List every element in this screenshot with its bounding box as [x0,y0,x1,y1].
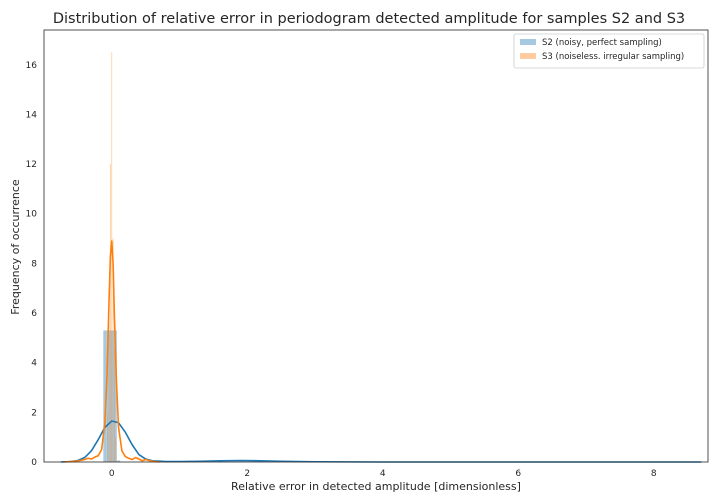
y-axis-label: Frequency of occurrence [9,179,22,315]
y-tick-label: 2 [31,408,37,418]
hist-bar-s3 [109,164,111,462]
legend-box [513,33,705,69]
hist-bar-s3 [107,412,109,462]
y-tick-label: 6 [31,309,37,319]
hist-bar-s3 [111,52,113,463]
y-tick-label: 12 [26,160,37,170]
hist-bar-s3 [114,350,115,462]
legend: S2 (noisy, perfect sampling) S3 (noiseles… [513,33,705,69]
hist-bar-s3 [108,313,110,462]
x-tick-label: 0 [109,469,115,479]
hist-bar-s2 [113,330,117,462]
y-tick-label: 0 [31,458,37,468]
y-tick-label: 14 [26,110,38,120]
hist-bar-s2 [106,330,111,462]
legend-label: S3 (noiseless. irregular sampling) [542,52,684,62]
axes-frame [43,29,709,463]
y-tick-label: 10 [26,210,38,220]
x-axis-ticks: 0 2 4 6 8 [109,469,657,479]
kde-line-s3 [64,240,160,463]
legend-label: S2 (noisy, perfect sampling) [542,38,662,48]
y-axis-ticks: 0 2 4 6 8 10 12 14 16 [26,61,38,468]
hist-bar-s3 [115,437,117,462]
hist-bar-s2 [103,330,107,462]
x-tick-label: 2 [244,469,250,479]
x-axis-label: Relative error in detected amplitude [di… [231,480,521,493]
chart-title: Distribution of relative error in period… [53,11,685,27]
legend-swatch [520,53,536,59]
legend-swatch [520,39,536,45]
x-tick-label: 4 [380,469,386,479]
y-tick-label: 8 [31,259,37,269]
hist-bar-s2 [110,330,114,462]
hist-bar-s3 [112,238,114,462]
x-tick-label: 6 [515,469,521,479]
y-tick-label: 16 [26,61,38,71]
hist-bar-s2 [116,460,121,462]
x-tick-label: 8 [651,469,657,479]
y-tick-label: 4 [31,359,37,369]
